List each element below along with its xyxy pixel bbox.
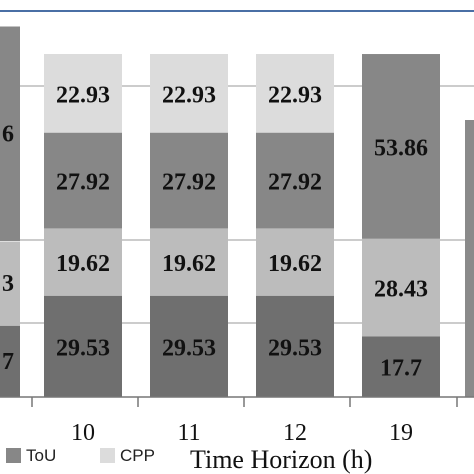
bar-value-label: 29.53 <box>162 335 216 361</box>
bar-segment <box>44 54 122 133</box>
partial-bar-segment <box>0 26 20 241</box>
bar-value-label: 22.93 <box>162 82 216 108</box>
bar-segment <box>256 295 334 397</box>
legend-swatch-tou <box>6 448 21 463</box>
legend: ToU CPP <box>6 446 155 465</box>
bar-segment <box>362 238 440 337</box>
x-tick-label: 12 <box>283 420 307 446</box>
x-tick-label: 11 <box>177 420 200 446</box>
x-axis-tick-labels: 10 11 12 19 <box>31 397 458 446</box>
bar-value-label: 19.62 <box>162 251 216 277</box>
bar-value-label: 28.43 <box>374 277 428 303</box>
x-axis-title: Time Horizon (h) <box>190 445 372 474</box>
bar-segments <box>0 25 474 397</box>
bar-value-label: 19.62 <box>56 251 110 277</box>
legend-label-cpp: CPP <box>120 446 155 465</box>
bar-value-label: 17.7 <box>380 356 422 382</box>
partial-bar-label: 7 <box>2 349 14 375</box>
bar-value-label: 53.86 <box>374 135 428 161</box>
bar-value-label: 29.53 <box>268 335 322 361</box>
bar-segment <box>256 132 334 229</box>
bar-segment <box>362 336 440 397</box>
bar-value-label: 29.53 <box>56 335 110 361</box>
x-tick-label: 10 <box>71 420 95 446</box>
bar-segment <box>362 54 440 239</box>
bar-value-label: 22.93 <box>56 82 110 108</box>
partial-bar-label: 6 <box>2 122 14 148</box>
partial-bar-segment <box>465 120 474 397</box>
bar-segment <box>44 132 122 229</box>
legend-swatch-cpp <box>100 448 115 463</box>
bar-segment <box>150 54 228 133</box>
partial-bar-label: 3 <box>2 271 14 297</box>
bar-value-label: 19.62 <box>268 251 322 277</box>
x-tick-label: 19 <box>389 420 413 446</box>
bar-segment <box>256 228 334 296</box>
bar-segment <box>44 228 122 296</box>
segment-value-labels: 7 3 6 29.53 19.62 27.92 22.93 29.53 19.62 27.92 22… <box>2 82 428 381</box>
partial-bar-segment <box>0 325 20 397</box>
bar-value-label: 27.92 <box>162 170 216 196</box>
legend-label-tou: ToU <box>26 446 56 465</box>
bar-segment <box>256 54 334 133</box>
bar-segment <box>150 228 228 296</box>
bar-value-label: 22.93 <box>268 82 322 108</box>
bar-segment <box>150 295 228 397</box>
bar-segment <box>44 295 122 397</box>
bar-segment <box>150 132 228 229</box>
bar-value-label: 27.92 <box>56 170 110 196</box>
bar-value-label: 27.92 <box>268 170 322 196</box>
partial-bar-segment <box>0 241 20 325</box>
